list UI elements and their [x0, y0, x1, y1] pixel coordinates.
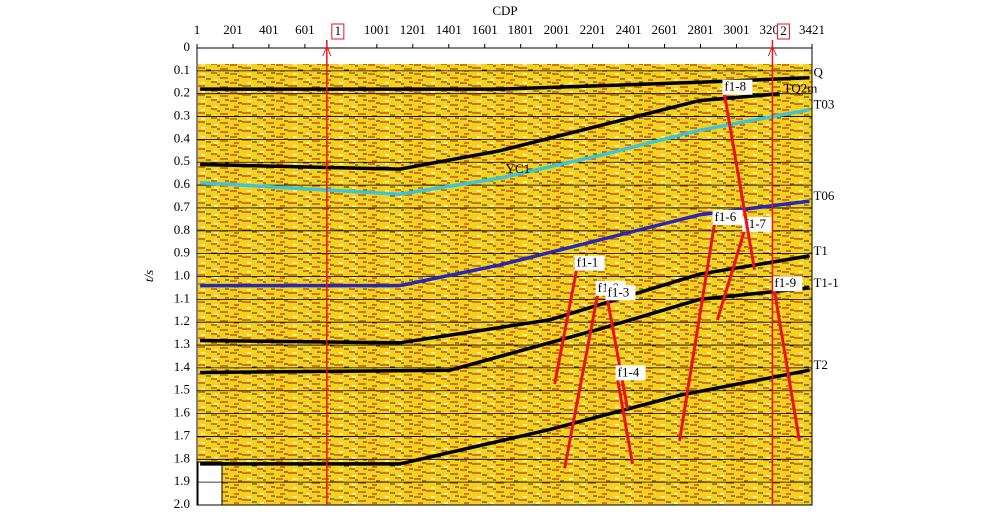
x-tick-label: 1601	[472, 22, 498, 37]
y-tick-label: 1.7	[174, 427, 191, 442]
fault-label-box	[722, 79, 753, 95]
well-label-box	[776, 23, 790, 40]
fault-line	[772, 289, 801, 442]
fault-line	[715, 230, 746, 321]
fault-label: f1-4	[618, 364, 640, 379]
x-tick-label: 1001	[364, 22, 390, 37]
fault-label-box	[742, 216, 773, 232]
horizon-label: T1-1	[813, 275, 838, 290]
blank-area	[197, 461, 223, 506]
horizon-label: T2	[813, 357, 827, 372]
fault-label: f1-3	[608, 284, 630, 299]
y-tick-label: 1.9	[174, 473, 190, 488]
x-tick-label: 3421	[799, 22, 825, 37]
x-tick-label: 3001	[723, 22, 749, 37]
y-tick-label: 1.1	[174, 290, 190, 305]
horizon-line	[200, 254, 810, 345]
x-axis-label: CDP	[492, 3, 517, 18]
horizon-label: T1	[813, 243, 827, 258]
horizon-inline-label: YC1	[506, 161, 531, 176]
fault-line	[606, 299, 629, 410]
fault-label: f1-8	[724, 79, 746, 94]
fault-line	[563, 294, 600, 469]
y-tick-label: 0.4	[174, 130, 191, 145]
y-tick-label: 0.1	[174, 62, 190, 77]
x-tick-label: 1801	[508, 22, 534, 37]
x-tick-label: 2401	[616, 22, 642, 37]
y-tick-label: 1.0	[174, 267, 190, 282]
y-axis-label: t/s	[141, 270, 156, 282]
horizon-label: Q	[813, 65, 823, 80]
well-label-box	[331, 23, 345, 40]
y-tick-label: 1.3	[174, 336, 190, 351]
x-tick-label: 2801	[688, 22, 714, 37]
fault-label-box	[772, 276, 803, 292]
fault-line	[616, 379, 634, 465]
x-tick-label: 601	[295, 22, 315, 37]
x-tick-label: 2601	[652, 22, 678, 37]
well-label: 1	[335, 23, 342, 38]
x-tick-label: 1	[194, 22, 201, 37]
x-tick-label: 1401	[436, 22, 462, 37]
fault-line	[553, 269, 579, 385]
y-tick-label: 1.5	[174, 382, 190, 397]
y-tick-label: 0.6	[174, 176, 191, 191]
horizon-line	[200, 91, 780, 171]
y-tick-label: 0.5	[174, 153, 190, 168]
horizon-line	[200, 107, 810, 196]
x-tick-label: 2001	[544, 22, 570, 37]
y-tick-label: 0	[184, 39, 191, 54]
y-tick-label: 1.4	[174, 359, 191, 374]
horizon-label: T06	[813, 188, 834, 203]
fault-label: f1-9	[774, 275, 796, 290]
y-tick-label: 0.2	[174, 85, 190, 100]
fault-line	[722, 93, 756, 270]
well-marker	[767, 44, 777, 57]
fault-label-box	[574, 255, 605, 271]
y-tick-label: 0.9	[174, 245, 190, 260]
fault-label: f1-6	[715, 209, 737, 224]
y-tick-label: 0.3	[174, 108, 190, 123]
y-tick-label: 0.8	[174, 222, 190, 237]
x-tick-label: 401	[259, 22, 279, 37]
fault-label: f1-1	[577, 255, 599, 270]
horizon-line	[200, 286, 810, 375]
y-tick-label: 2.0	[174, 496, 190, 511]
horizon-label: T03	[813, 97, 834, 112]
well-marker	[322, 44, 332, 57]
fault-label-box	[605, 285, 636, 301]
fault-label: f1-7	[744, 216, 766, 231]
y-tick-label: 1.6	[174, 405, 191, 420]
fault-line	[678, 223, 716, 442]
fault-label-box	[615, 365, 646, 381]
y-tick-label: 1.8	[174, 450, 190, 465]
horizon-label: TQ2m	[783, 81, 817, 96]
horizon-line	[200, 368, 810, 466]
x-tick-label: 2201	[580, 22, 606, 37]
x-tick-label: 201	[223, 22, 243, 37]
x-tick-label: 1201	[400, 22, 426, 37]
fault-label-box	[712, 209, 743, 225]
well-label: 2	[780, 23, 787, 38]
y-tick-label: 1.2	[174, 313, 190, 328]
y-tick-label: 0.7	[174, 199, 191, 214]
horizon-line	[200, 75, 810, 91]
